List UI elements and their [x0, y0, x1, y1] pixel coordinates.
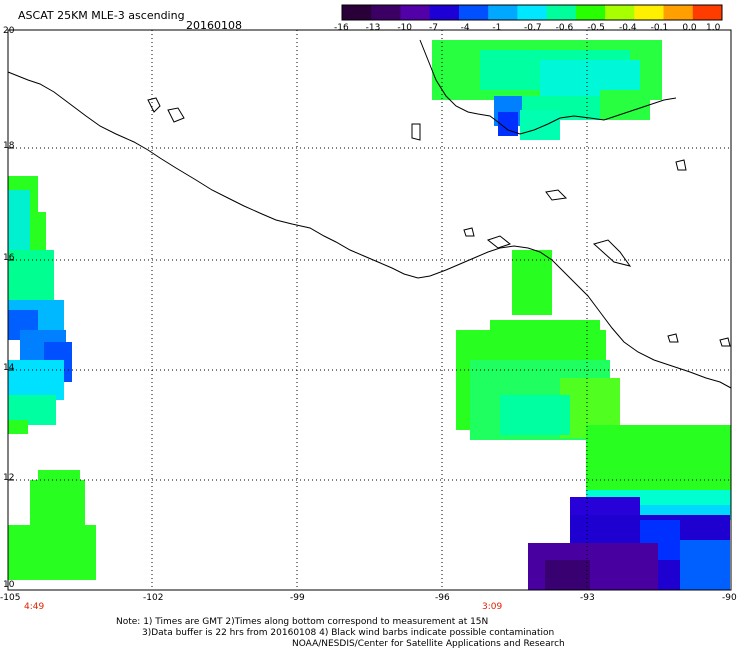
colorbar-tick-label: -13 [365, 23, 381, 33]
colorbar-tick-label: -4 [460, 23, 470, 33]
lat-ticks [8, 147, 14, 481]
colorbar-swatch [400, 5, 431, 20]
note-line-2: 3)Data buffer is 22 hrs from 20160108 4)… [142, 628, 555, 638]
swath-west-upper [8, 176, 72, 434]
map-title: ASCAT 25KM MLE-3 ascending [18, 9, 185, 22]
colorbar-tick-label: -0.5 [587, 23, 605, 33]
colorbar-swatch [429, 5, 460, 20]
colorbar-tick-label: -0.1 [650, 23, 669, 33]
colorbar-tick-label: 0.0 [682, 23, 697, 33]
colorbar-swatch [488, 5, 518, 20]
colorbar-tick-label: -1 [492, 23, 502, 33]
lon-label-93: -93 [580, 593, 595, 603]
colorbar-tick-label: -0.4 [619, 23, 637, 33]
colorbar-swatch [605, 5, 635, 20]
swath-west-lower [8, 470, 96, 580]
islands [147, 97, 731, 347]
swath-east-south [456, 250, 731, 590]
colorbar-swatch [458, 5, 489, 20]
coastline [7, 71, 732, 389]
colorbar-tick-label: -10 [397, 23, 413, 33]
colorbar-swatch [634, 5, 665, 20]
colorbar-tick-label: -0.7 [524, 23, 542, 33]
colorbar-tick-label: -0.6 [555, 23, 574, 33]
colorbar-tick-label: 1.0 [706, 23, 721, 33]
colorbar [341, 4, 723, 21]
plot-frame [7, 29, 732, 591]
coastline-north [419, 39, 677, 135]
colorbar-swatch [663, 5, 694, 20]
colorbar-swatch [546, 5, 577, 20]
colorbar-swatch [342, 5, 372, 20]
graticule [8, 30, 731, 590]
colorbar-tick-label: -7 [429, 23, 438, 33]
colorbar-tick-label: -16 [334, 23, 349, 33]
colorbar-swatch [575, 5, 606, 20]
time-label-east: 3:09 [482, 602, 503, 612]
colorbar-swatch [517, 5, 548, 20]
lon-label-102: -102 [143, 593, 164, 603]
note-line-1: Note: 1) Times are GMT 2)Times along bot… [116, 617, 489, 627]
lat-label-14: 14 [3, 363, 15, 373]
lon-label-96: -96 [435, 593, 450, 603]
map-date: 20160108 [186, 19, 242, 32]
lon-label-99: -99 [290, 593, 305, 603]
colorbar-swatch [371, 5, 401, 20]
lat-label-12: 12 [3, 473, 15, 483]
lon-label-105: -105 [0, 593, 21, 603]
time-label-west: 4:49 [24, 602, 45, 612]
swath-east-north [432, 40, 662, 140]
colorbar-frame [341, 4, 723, 21]
note-line-3: NOAA/NESDIS/Center for Satellite Applica… [292, 639, 565, 649]
colorbar-swatch [692, 5, 723, 20]
lon-label-90: -90 [722, 593, 737, 603]
lat-label-10: 10 [3, 580, 15, 590]
lat-label-16: 16 [3, 253, 15, 263]
lat-label-18: 18 [3, 141, 15, 151]
lat-label-20: 20 [3, 26, 15, 36]
